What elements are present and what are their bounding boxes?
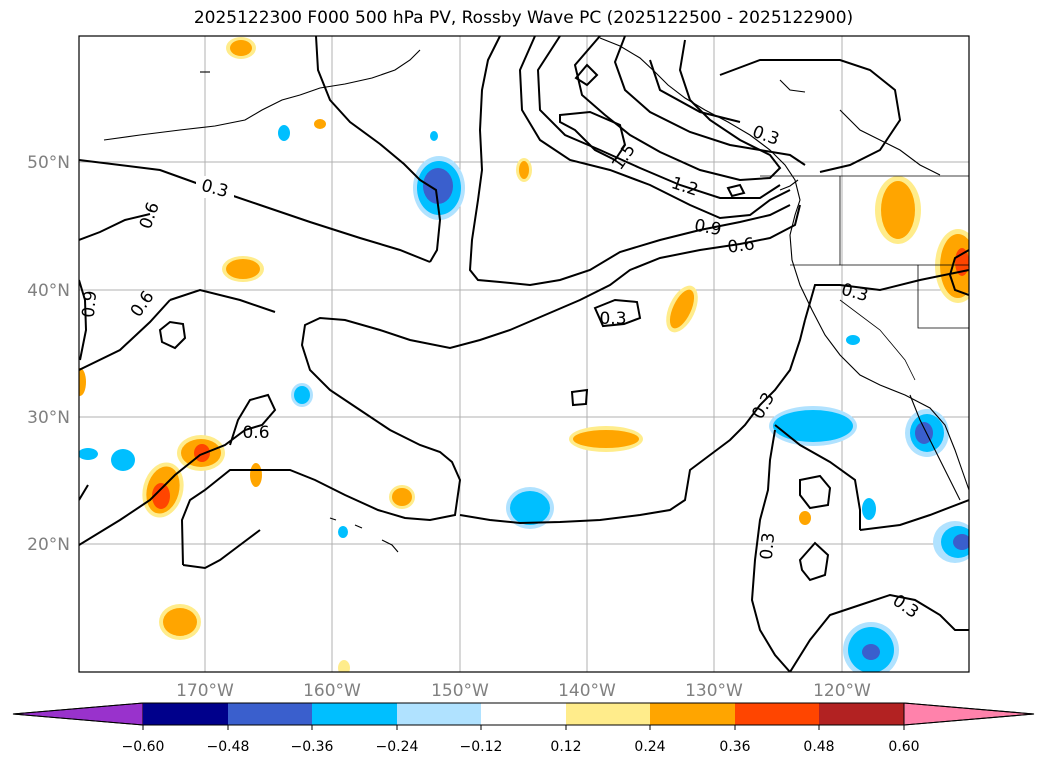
map-area [79,36,969,672]
colorbar-extend-low [12,702,144,726]
colorbar-tick: 0.36 [719,739,750,755]
contour-label: 0.6 [242,423,269,443]
colorbar-segment [650,703,735,725]
lat-label-40n: 40°N [27,281,70,301]
lat-label-20n: 20°N [27,535,70,555]
colorbar-tick: −0.24 [376,739,419,755]
lat-label-30n: 30°N [27,408,70,428]
colorbar-segment [735,703,819,725]
lon-label-170w: 170°W [176,681,234,701]
contour-label: 0.3 [599,309,626,329]
colorbar-segment [397,703,481,725]
lat-label-50n: 50°N [27,153,70,173]
lon-label-140w: 140°W [558,681,616,701]
lon-label-120w: 120°W [813,681,871,701]
colorbar-tick: −0.36 [291,739,334,755]
colorbar-tick: −0.12 [460,739,503,755]
colorbar: −0.60 −0.48 −0.36 −0.24 −0.12 0.12 0.24 … [12,702,1035,755]
colorbar-segment [819,703,904,725]
colorbar-tick: 0.48 [803,739,834,755]
lon-label-160w: 160°W [303,681,361,701]
borders [760,175,969,381]
map-title: 2025122300 F000 500 hPa PV, Rossby Wave … [193,8,854,28]
map-frame [78,35,970,673]
coastlines [103,37,969,553]
contour-label: 0.9 [693,216,723,240]
colorbar-tick: −0.48 [207,739,250,755]
colorbar-segment [143,703,228,725]
contour-label: 0.6 [726,234,756,258]
pv-contours [79,36,969,672]
colorbar-extend-high [903,702,1035,726]
colorbar-tick: 0.60 [888,739,919,755]
colorbar-segment [481,703,566,725]
longitude-labels: 170°W 160°W 150°W 140°W 130°W 120°W [176,681,871,701]
colorbar-segment [312,703,397,725]
contour-label: 0.9 [79,290,101,319]
latitude-labels: 50°N 40°N 30°N 20°N [27,153,70,555]
colorbar-tick: 0.24 [634,739,665,755]
colorbar-segment [228,703,312,725]
colorbar-segment [566,703,650,725]
colorbar-tick: 0.12 [550,739,581,755]
pv-anomaly-fills [79,37,969,672]
colorbar-tick: −0.60 [122,739,165,755]
lon-label-150w: 150°W [431,681,489,701]
contour-label: 0.3 [757,532,779,561]
lon-label-130w: 130°W [685,681,743,701]
